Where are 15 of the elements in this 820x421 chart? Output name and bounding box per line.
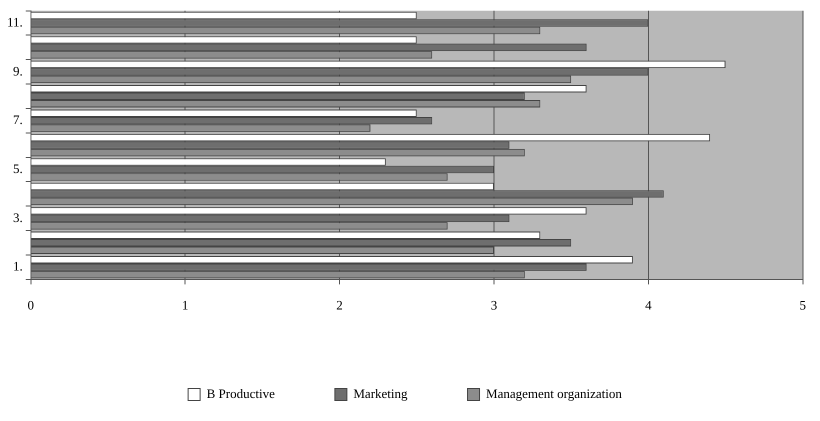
y-tick-label: 1. (13, 258, 23, 274)
x-tick-label: 3 (490, 298, 498, 313)
x-tick-label: 4 (645, 298, 652, 313)
x-tick-label: 2 (336, 298, 343, 313)
legend-label: Management organization (486, 386, 622, 401)
y-tick-label: 3. (13, 210, 23, 225)
x-tick-label: 5 (800, 298, 806, 313)
legend-label: B Productive (206, 386, 276, 401)
y-tick-label: 5. (13, 160, 23, 176)
x-tick-label: 1 (182, 298, 188, 313)
y-tick-label: 7. (13, 112, 23, 128)
x-tick-label: 0 (28, 298, 34, 313)
y-tick-label: 9. (13, 63, 23, 78)
y-tick-label: 11. (6, 14, 23, 30)
legend-label: Marketing (353, 386, 408, 401)
